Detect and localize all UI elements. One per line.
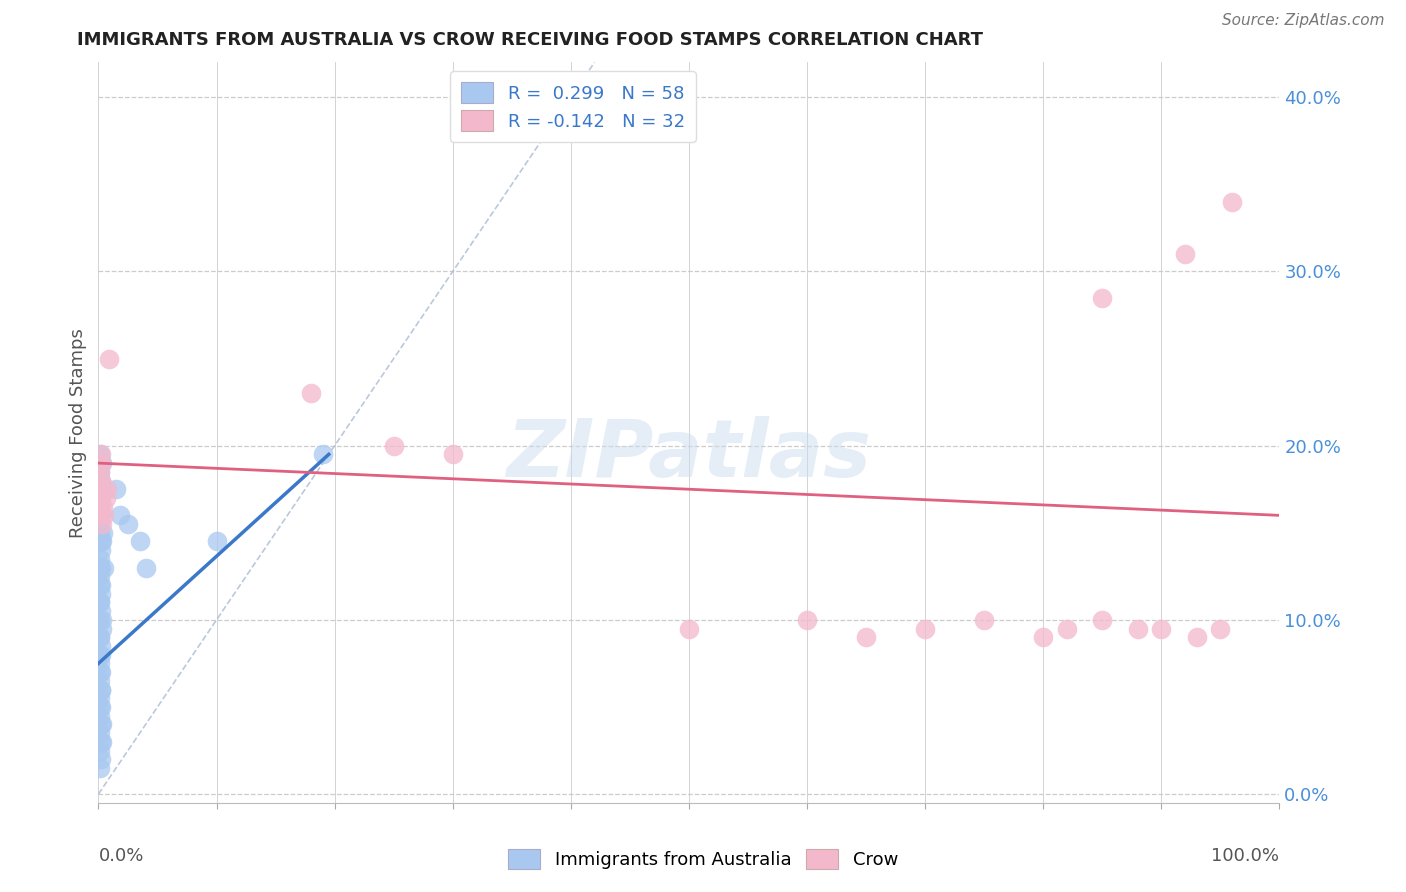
Point	[90, 682, 112, 697]
Point	[91, 517, 114, 532]
Point	[89, 500, 111, 514]
Point	[1091, 613, 1114, 627]
Point	[91, 717, 114, 731]
Point	[93, 508, 115, 523]
Point	[91, 456, 114, 470]
Text: 0.0%: 0.0%	[98, 847, 143, 865]
Point	[1056, 622, 1078, 636]
Point	[1032, 630, 1054, 644]
Point	[128, 534, 150, 549]
Point	[89, 648, 111, 662]
Point	[89, 630, 111, 644]
Text: Source: ZipAtlas.com: Source: ZipAtlas.com	[1222, 13, 1385, 29]
Point	[89, 691, 111, 706]
Point	[89, 657, 111, 671]
Point	[91, 735, 114, 749]
Legend: R =  0.299   N = 58, R = -0.142   N = 32: R = 0.299 N = 58, R = -0.142 N = 32	[450, 71, 696, 142]
Point	[89, 517, 111, 532]
Point	[98, 351, 121, 366]
Point	[91, 500, 114, 514]
Point	[89, 447, 111, 461]
Text: 100.0%: 100.0%	[1212, 847, 1279, 865]
Point	[89, 508, 111, 523]
Point	[441, 447, 464, 461]
Point	[1209, 622, 1232, 636]
Point	[90, 639, 112, 653]
Point	[90, 560, 112, 574]
Point	[89, 613, 111, 627]
Point	[105, 482, 128, 496]
Point	[89, 595, 111, 609]
Point	[90, 447, 112, 461]
Point	[94, 491, 117, 505]
Point	[89, 500, 111, 514]
Point	[89, 482, 111, 496]
Point	[117, 517, 139, 532]
Point	[89, 630, 111, 644]
Point	[91, 622, 114, 636]
Point	[135, 560, 157, 574]
Point	[90, 474, 112, 488]
Point	[89, 743, 111, 757]
Point	[205, 534, 228, 549]
Point	[89, 708, 111, 723]
Point	[108, 508, 131, 523]
Point	[96, 482, 118, 496]
Point	[1185, 630, 1208, 644]
Point	[89, 673, 111, 688]
Point	[796, 613, 818, 627]
Legend: Immigrants from Australia, Crow: Immigrants from Australia, Crow	[499, 839, 907, 879]
Point	[1126, 622, 1149, 636]
Point	[90, 648, 112, 662]
Point	[89, 665, 111, 680]
Point	[299, 386, 322, 401]
Point	[382, 439, 405, 453]
Point	[312, 447, 335, 461]
Point	[90, 482, 112, 496]
Point	[90, 508, 112, 523]
Point	[89, 761, 111, 775]
Point	[91, 613, 114, 627]
Point	[90, 700, 112, 714]
Point	[1091, 291, 1114, 305]
Point	[90, 578, 112, 592]
Y-axis label: Receiving Food Stamps: Receiving Food Stamps	[69, 327, 87, 538]
Point	[90, 717, 112, 731]
Point	[91, 534, 114, 549]
Point	[90, 587, 112, 601]
Point	[90, 735, 112, 749]
Point	[89, 726, 111, 740]
Point	[678, 622, 700, 636]
Point	[89, 465, 111, 479]
Point	[89, 595, 111, 609]
Point	[89, 552, 111, 566]
Text: IMMIGRANTS FROM AUSTRALIA VS CROW RECEIVING FOOD STAMPS CORRELATION CHART: IMMIGRANTS FROM AUSTRALIA VS CROW RECEIV…	[77, 31, 983, 49]
Point	[89, 700, 111, 714]
Point	[93, 560, 115, 574]
Point	[90, 456, 112, 470]
Point	[90, 491, 112, 505]
Point	[89, 560, 111, 574]
Point	[89, 578, 111, 592]
Point	[973, 613, 995, 627]
Point	[90, 752, 112, 766]
Point	[855, 630, 877, 644]
Point	[89, 569, 111, 583]
Point	[1220, 194, 1243, 209]
Point	[1174, 247, 1197, 261]
Point	[914, 622, 936, 636]
Point	[90, 543, 112, 558]
Point	[89, 491, 111, 505]
Point	[90, 474, 112, 488]
Text: ZIPatlas: ZIPatlas	[506, 416, 872, 494]
Point	[90, 604, 112, 618]
Point	[90, 534, 112, 549]
Point	[90, 682, 112, 697]
Point	[89, 465, 111, 479]
Point	[91, 525, 114, 540]
Point	[1150, 622, 1173, 636]
Point	[89, 525, 111, 540]
Point	[90, 665, 112, 680]
